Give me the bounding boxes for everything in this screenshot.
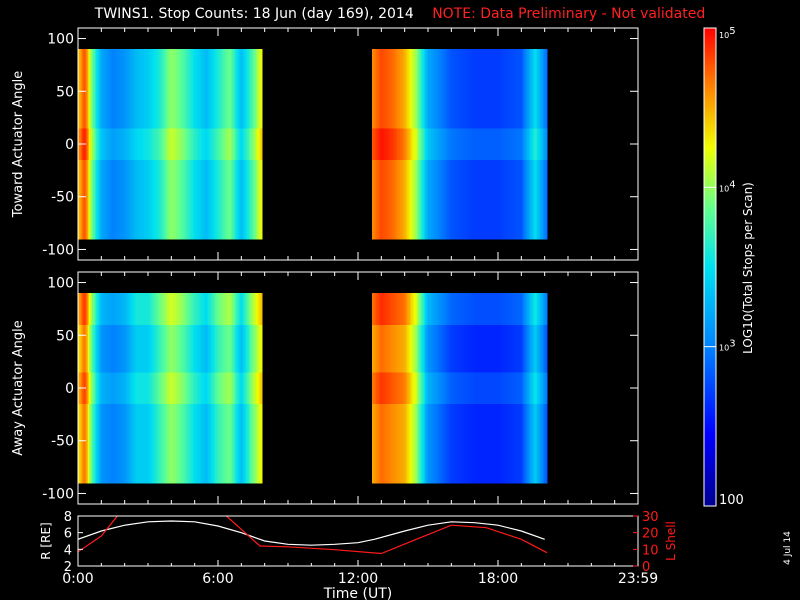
colorbar: 105 104 103 100: [703, 26, 744, 508]
heatmap-block-2: [372, 49, 548, 240]
y-tick-label: 50: [56, 328, 74, 344]
x-tick-label: 12:00: [338, 571, 378, 587]
preliminary-note: NOTE: Data Preliminary - Not validated: [432, 6, 706, 22]
radial-distance-line: [78, 520, 545, 546]
y-axis-label: Toward Actuator Angle: [11, 71, 26, 218]
y-tick-label: -50: [51, 190, 74, 206]
heatmap-block-2: [372, 293, 548, 484]
y-axis-label: R [RE]: [39, 522, 53, 559]
y-tick-label: 6: [64, 527, 72, 542]
y2-axis-label: L Shell: [664, 521, 678, 561]
y2-tick-label: 30: [642, 510, 659, 525]
y-tick-label: 4: [64, 543, 72, 558]
y-tick-label: 0: [65, 137, 74, 153]
colorbar-tick-label: 103: [719, 339, 736, 353]
colorbar-tick-label: 100: [719, 493, 744, 508]
y-axis-label: Away Actuator Angle: [11, 320, 26, 455]
y-tick-label: -50: [51, 434, 74, 450]
y-tick-label: -100: [42, 242, 74, 258]
x-tick-label: 6:00: [202, 571, 233, 587]
y2-tick-label: 0: [642, 560, 650, 575]
y-tick-label: 50: [56, 84, 74, 100]
away-angle-panel: 100 50 0 -50 -100 Away Actuator Angle: [11, 271, 639, 505]
x-tick-label: 0:00: [62, 571, 93, 587]
panel-frame: [77, 515, 639, 567]
colorbar-gradient: [704, 28, 716, 506]
l-shell-line: [78, 516, 548, 555]
plot-header: TWINS1. Stop Counts: 18 Jun (day 169), 2…: [0, 6, 800, 22]
date-stamp: 4 Jul 14: [783, 531, 793, 565]
toward-angle-panel: 100 50 0 -50 -100 Toward Actuator Angle: [11, 27, 639, 261]
y2-tick-label: 20: [642, 527, 659, 542]
y-tick-label: 100: [47, 32, 74, 48]
colorbar-tick-label: 105: [719, 26, 736, 40]
colorbar-label: LOG10(Total Stops per Scan): [741, 182, 755, 354]
heatmap-block-1: [78, 49, 263, 240]
x-tick-label: 23:59: [618, 571, 658, 587]
plot-title: TWINS1. Stop Counts: 18 Jun (day 169), 2…: [94, 6, 414, 22]
y-tick-label: 8: [64, 510, 72, 525]
colorbar-tick-label: 104: [719, 179, 736, 193]
heatmap-block-1: [78, 293, 263, 484]
y-tick-label: 0: [65, 381, 74, 397]
y-tick-label: 100: [47, 276, 74, 292]
y2-tick-label: 10: [642, 543, 659, 558]
x-axis-label: Time (UT): [323, 586, 392, 600]
y-tick-label: -100: [42, 486, 74, 502]
y-tick-label: 2: [64, 560, 72, 575]
x-tick-label: 18:00: [478, 571, 518, 587]
